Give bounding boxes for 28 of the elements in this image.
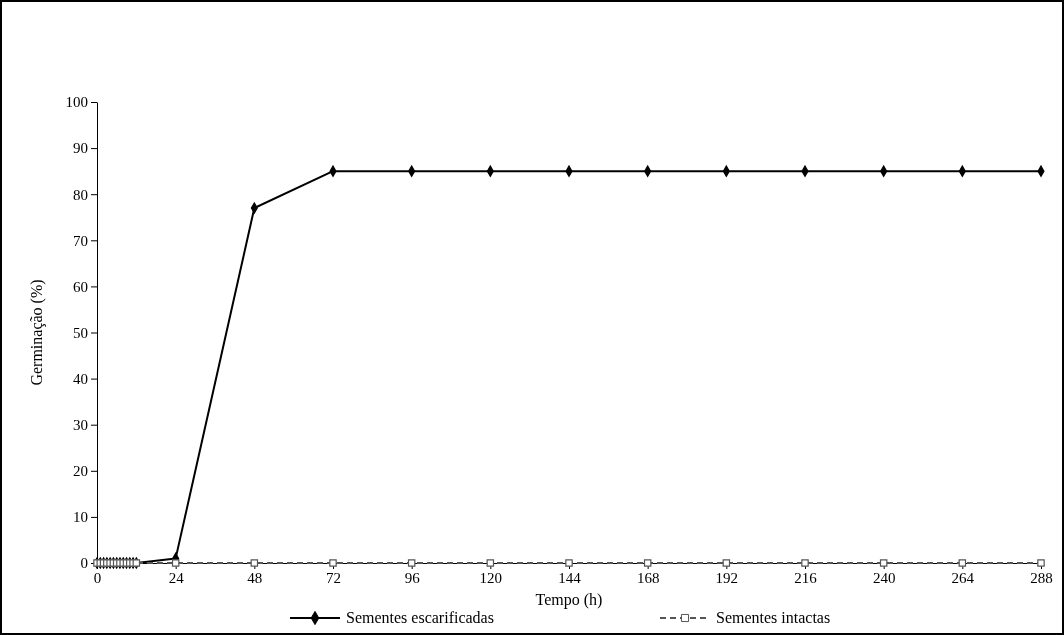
x-tick-label: 168 [636, 569, 660, 586]
y-tick-label: 40 [73, 370, 88, 387]
y-tick-label: 50 [73, 324, 88, 341]
y-tick-label: 0 [80, 555, 88, 572]
x-tick-label: 192 [715, 569, 739, 586]
y-tick-label: 90 [73, 140, 88, 157]
x-axis-title: Tempo (h) [535, 591, 603, 609]
y-axis-title: Germinação (%) [28, 279, 46, 386]
y-tick-label: 70 [73, 232, 88, 249]
x-tick-label: 144 [558, 569, 582, 586]
y-tick-label: 60 [73, 278, 88, 295]
y-tick-label: 100 [65, 94, 88, 111]
x-tick-label: 288 [1030, 569, 1053, 586]
x-tick-label: 72 [326, 569, 341, 586]
legend-label: Sementes intactas [716, 609, 831, 626]
y-tick-label: 20 [73, 463, 88, 480]
x-tick-label: 96 [404, 569, 421, 586]
x-tick-label: 240 [872, 569, 896, 586]
x-tick-label: 24 [168, 569, 185, 586]
x-tick-label: 48 [247, 569, 263, 586]
legend-label: Sementes escarificadas [346, 609, 494, 626]
x-tick-label: 216 [794, 569, 818, 586]
x-tick-label: 264 [951, 569, 975, 586]
y-tick-label: 80 [73, 186, 88, 203]
y-tick-label: 30 [73, 417, 88, 433]
x-tick-label: 0 [93, 569, 102, 586]
y-tick-label: 10 [73, 509, 88, 526]
x-tick-label: 120 [479, 569, 503, 586]
